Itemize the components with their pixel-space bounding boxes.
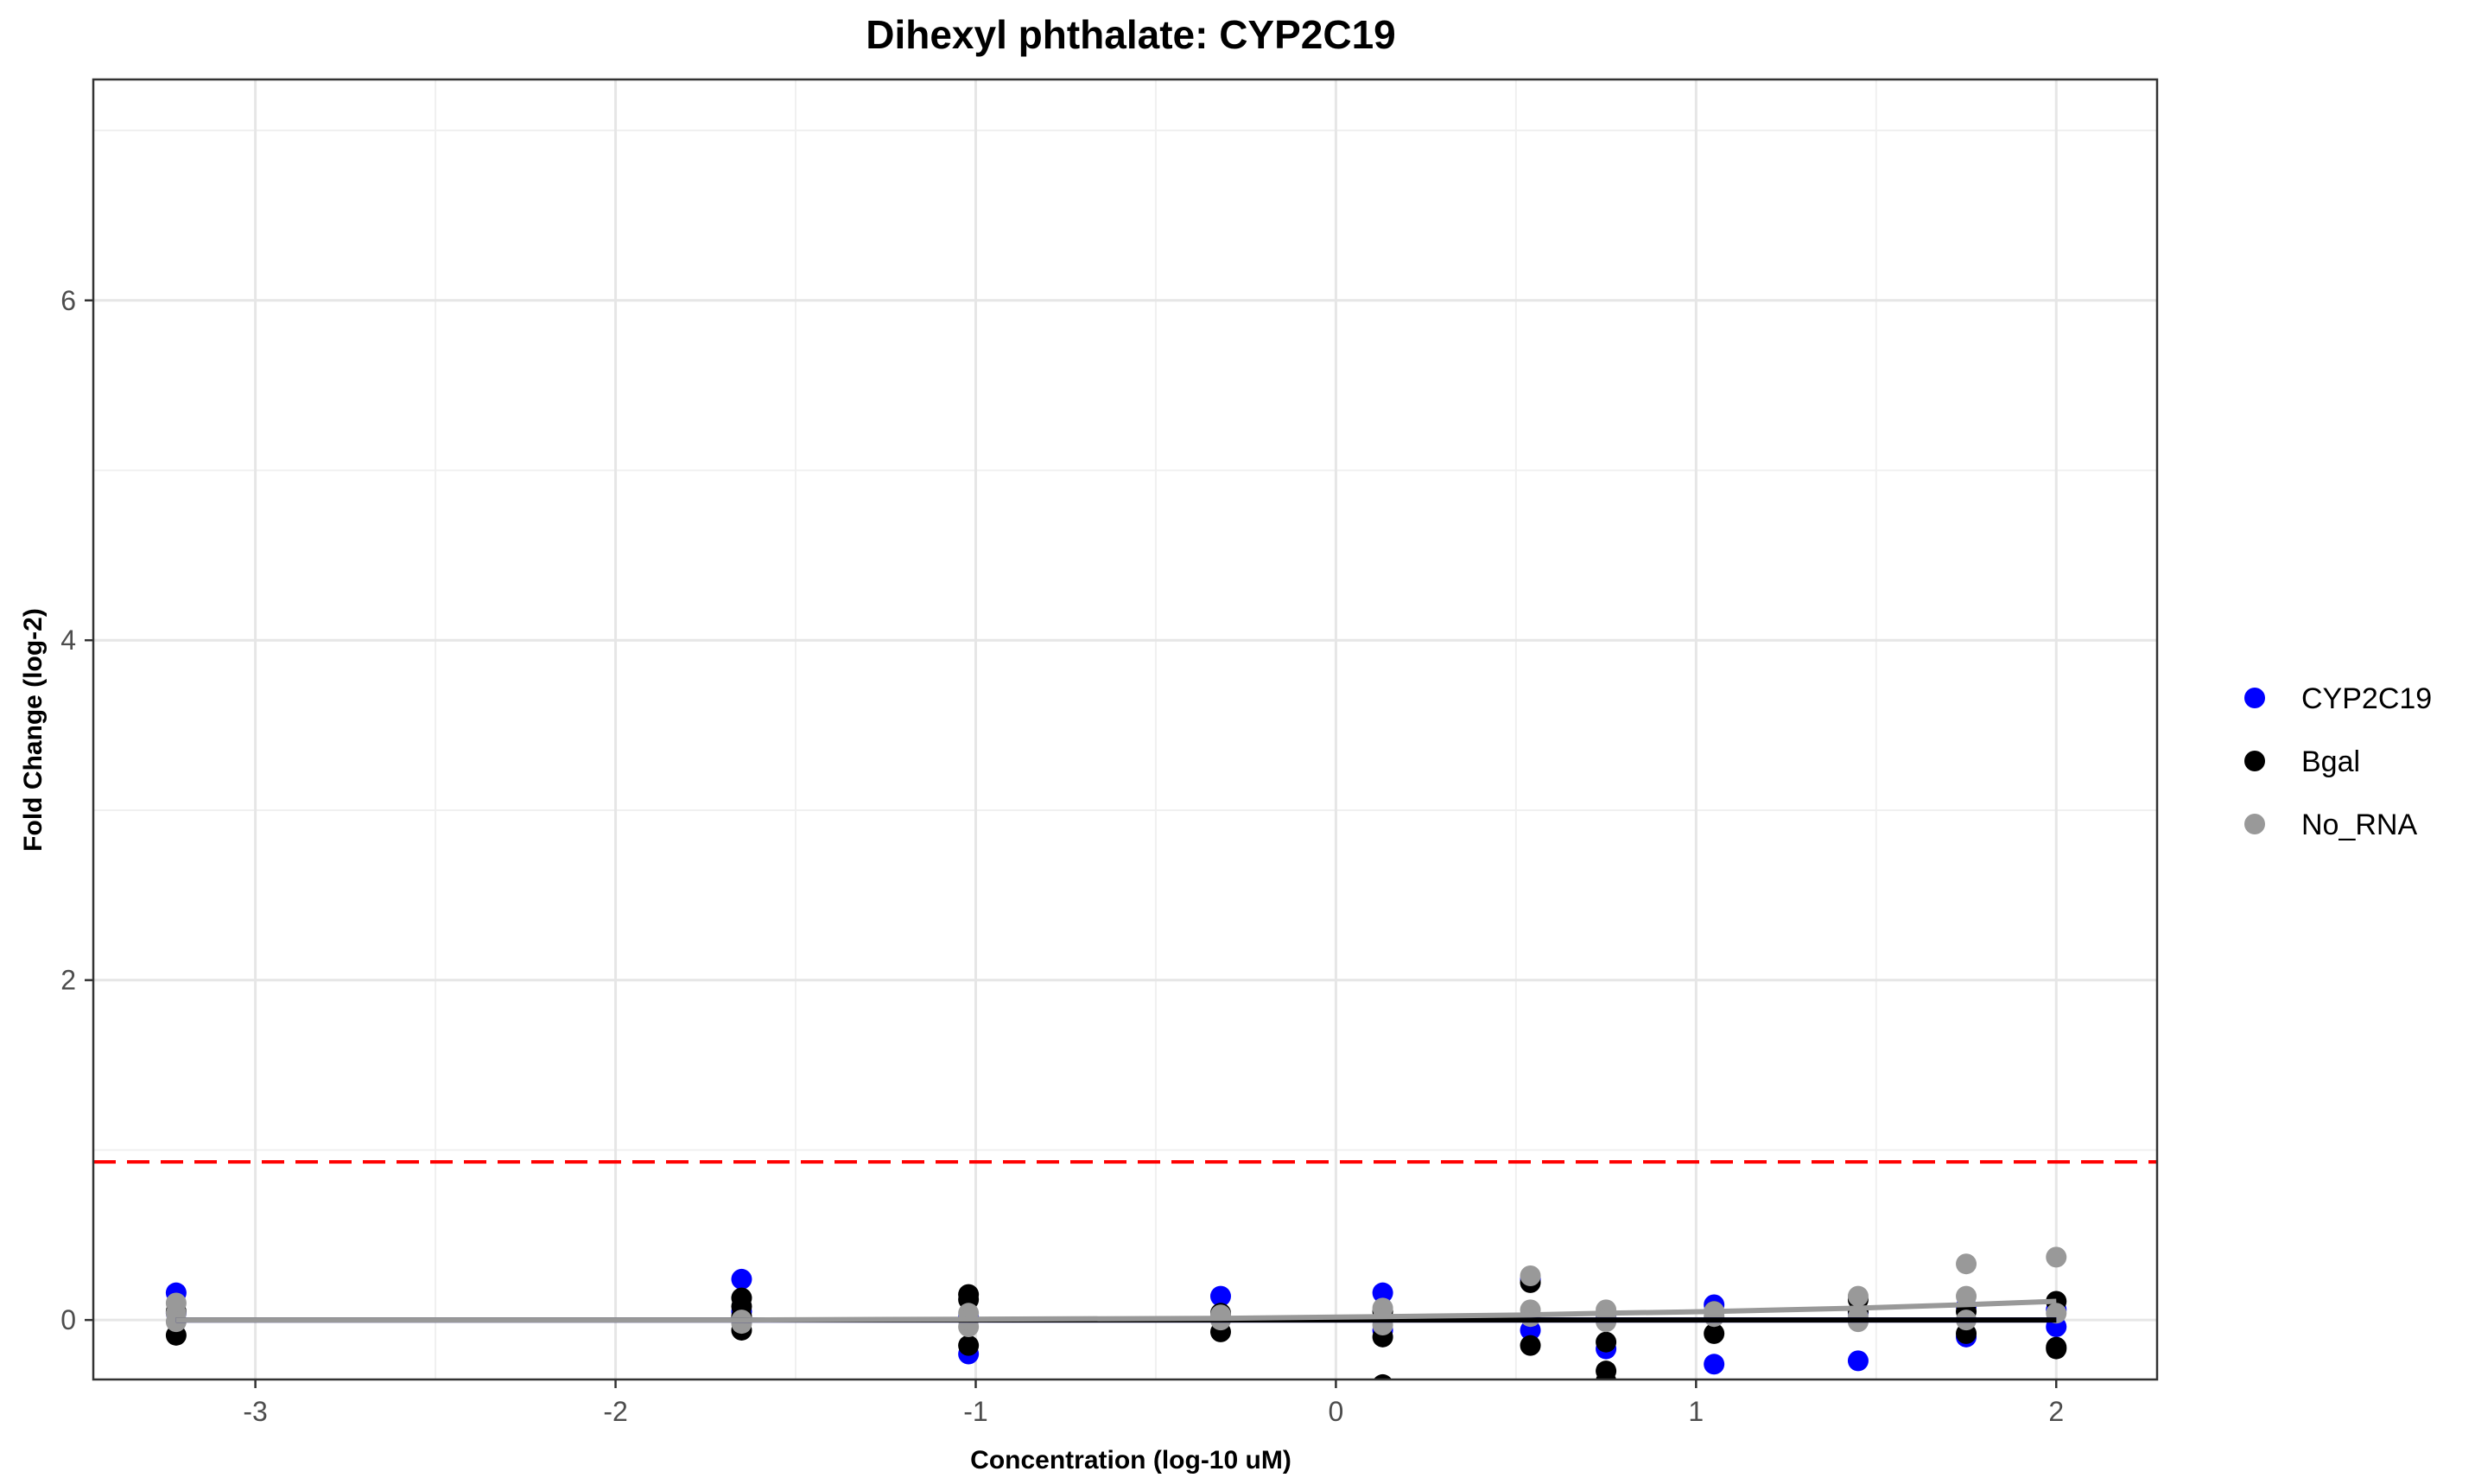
point-cyp2c19 [1704,1354,1725,1375]
y-tick-label: 2 [60,965,76,996]
x-tick-label: -1 [963,1396,987,1427]
legend-key-bgal [2244,751,2265,771]
point-no-rna [1956,1253,1977,1275]
data-layer [165,1246,2067,1379]
point-cyp2c19 [1847,1350,1869,1372]
chart-title: Dihexyl phthalate: CYP2C19 [866,12,1396,57]
x-tick-label: 1 [1688,1396,1704,1427]
point-bgal [1596,1370,1616,1379]
point-bgal [1374,1373,1393,1379]
y-axis-label: Fold Change (log-2) [19,608,48,852]
plot-area: -3 -2 -1 0 1 2 0 2 4 6 [60,78,2159,1427]
legend-key-cyp2c19 [2244,688,2265,708]
point-bgal [1704,1322,1725,1344]
legend-label: CYP2C19 [2301,682,2432,715]
point-no-rna [165,1311,187,1333]
legend: CYP2C19 Bgal No_RNA [2244,682,2432,841]
point-no-rna [1956,1285,1977,1307]
x-tick-label: -2 [603,1396,627,1427]
point-no-rna [1847,1285,1869,1307]
fit-line-no-rna [175,1298,2057,1323]
point-cyp2c19 [731,1268,752,1290]
y-tick-label: 0 [60,1304,76,1335]
y-tick-label: 4 [60,625,76,656]
point-cyp2c19 [1372,1282,1393,1303]
point-no-rna [1520,1265,1541,1286]
legend-label: No_RNA [2301,809,2417,841]
point-no-rna [2046,1246,2067,1268]
point-bgal [1596,1331,1617,1353]
y-tick-label: 6 [60,285,76,316]
legend-label: Bgal [2301,745,2360,778]
x-tick-label: -3 [243,1396,267,1427]
x-tick-label: 0 [1329,1396,1344,1427]
x-axis-label: Concentration (log-10 uM) [970,1446,1291,1474]
panel-border [92,78,2159,1381]
point-cyp2c19 [1209,1285,1231,1307]
legend-key-no-rna [2244,814,2265,834]
x-tick-label: 2 [2048,1396,2064,1427]
point-bgal [958,1335,980,1356]
point-bgal [2046,1338,2067,1360]
point-bgal [1520,1335,1541,1356]
